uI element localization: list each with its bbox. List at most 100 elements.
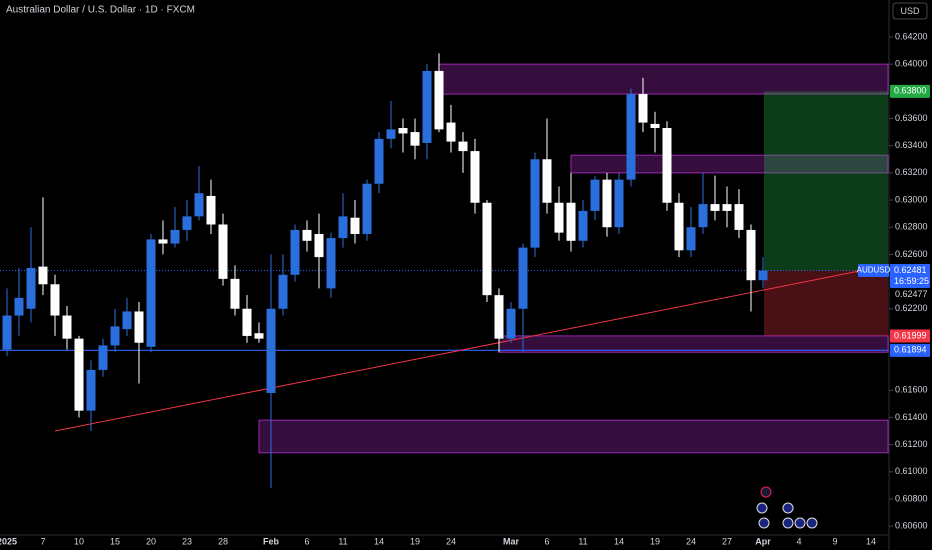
zone bbox=[570, 154, 889, 174]
symbol-tag bbox=[858, 264, 889, 278]
candle-body bbox=[170, 229, 180, 244]
event-icon[interactable] bbox=[782, 502, 794, 514]
candle-body bbox=[638, 94, 648, 123]
candle-body bbox=[50, 284, 60, 316]
candle-body bbox=[542, 159, 552, 203]
x-tick-label: 14 bbox=[374, 536, 384, 546]
price-label-box bbox=[890, 329, 930, 343]
y-tick-label: 0.61200 bbox=[895, 439, 928, 449]
candle-body bbox=[458, 141, 468, 152]
currency-button[interactable] bbox=[892, 2, 928, 20]
price-label: 0.61894 bbox=[894, 345, 927, 355]
x-tick-label: 19 bbox=[410, 536, 420, 546]
x-tick-label: 15 bbox=[110, 536, 120, 546]
price-label: 0.63800 bbox=[894, 86, 927, 96]
y-tick-label: 0.63000 bbox=[895, 194, 928, 204]
event-icon[interactable] bbox=[806, 517, 818, 529]
x-tick-label: Mar bbox=[503, 536, 520, 546]
candle-body bbox=[350, 217, 360, 235]
candle-body bbox=[374, 138, 384, 184]
position-loss bbox=[764, 270, 888, 337]
candle-body bbox=[86, 369, 96, 411]
y-tick-label: 0.62600 bbox=[895, 249, 928, 259]
x-tick-label: 4 bbox=[796, 536, 801, 546]
candle-body bbox=[110, 326, 120, 346]
y-tick-label: 0.60600 bbox=[895, 521, 928, 531]
event-icon[interactable] bbox=[760, 486, 772, 498]
price-label-box bbox=[890, 84, 930, 98]
x-tick-label: 6 bbox=[304, 536, 309, 546]
event-icon[interactable] bbox=[794, 517, 806, 529]
candle-body bbox=[326, 238, 336, 289]
candle-body bbox=[710, 204, 720, 211]
plot-area bbox=[0, 53, 889, 489]
candle-body bbox=[14, 297, 24, 316]
candle-body bbox=[674, 202, 684, 251]
candle-body bbox=[182, 216, 192, 230]
last-price-box bbox=[890, 264, 930, 289]
x-tick-label: 9 bbox=[832, 536, 837, 546]
candle-body bbox=[314, 234, 324, 258]
x-tick-label: 10 bbox=[74, 536, 84, 546]
y-tick-label: 0.61600 bbox=[895, 385, 928, 395]
candle-body bbox=[26, 267, 36, 309]
candle-body bbox=[614, 179, 624, 228]
candle-body bbox=[734, 204, 744, 230]
chart-title: Australian Dollar / U.S. Dollar · 1D · F… bbox=[6, 5, 195, 16]
candle-body bbox=[38, 266, 48, 285]
y-tick-label: 0.63400 bbox=[895, 140, 928, 150]
candle-body bbox=[158, 239, 168, 244]
candle-body bbox=[566, 202, 576, 241]
candle-body bbox=[266, 308, 276, 393]
y-tick-label: 0.63200 bbox=[895, 167, 928, 177]
event-icon[interactable] bbox=[782, 517, 794, 529]
candle-body bbox=[134, 311, 144, 343]
x-tick-label: 19 bbox=[650, 536, 660, 546]
candle-body bbox=[74, 338, 84, 411]
x-tick-label: 11 bbox=[338, 536, 347, 546]
candle-body bbox=[422, 70, 432, 143]
candle-body bbox=[206, 195, 216, 225]
candle-body bbox=[746, 229, 756, 281]
candle-body bbox=[302, 229, 312, 241]
candle-body bbox=[662, 128, 672, 203]
candle-body bbox=[758, 270, 768, 281]
candle-body bbox=[686, 227, 696, 251]
candle-body bbox=[98, 345, 108, 370]
y-tick-label: 0.61400 bbox=[895, 412, 928, 422]
zone bbox=[438, 63, 889, 95]
candle-body bbox=[506, 308, 516, 339]
x-tick-label: 27 bbox=[722, 536, 732, 546]
event-icon[interactable] bbox=[758, 517, 770, 529]
candle-body bbox=[698, 204, 708, 228]
x-tick-label: 11 bbox=[578, 536, 587, 546]
position-profit bbox=[764, 91, 888, 271]
candle-body bbox=[578, 210, 588, 241]
candle-body bbox=[338, 216, 348, 239]
x-tick-label: 7 bbox=[40, 536, 45, 546]
price-label-box bbox=[890, 343, 930, 357]
y-tick-label: 0.63600 bbox=[895, 113, 928, 123]
candle-body bbox=[626, 94, 636, 180]
event-icons bbox=[756, 486, 818, 529]
event-icon[interactable] bbox=[756, 502, 768, 514]
candle-body bbox=[410, 132, 420, 146]
x-tick-label: 14 bbox=[866, 536, 876, 546]
trend-line bbox=[54, 264, 889, 432]
candle-body bbox=[482, 202, 492, 296]
y-tick-label: 0.62800 bbox=[895, 222, 928, 232]
candle-body bbox=[62, 315, 72, 339]
candle-body bbox=[230, 278, 240, 309]
candle-body bbox=[470, 151, 480, 203]
symbol-label: AUDUSD bbox=[857, 266, 891, 275]
x-tick-label: 23 bbox=[182, 536, 192, 546]
candle-body bbox=[386, 129, 396, 139]
currency-label[interactable]: USD bbox=[900, 6, 920, 16]
candle-body bbox=[722, 204, 732, 211]
x-tick-label: 2025 bbox=[0, 536, 17, 546]
bid-label: 0.62477 bbox=[895, 289, 928, 299]
candle-body bbox=[278, 274, 288, 309]
y-tick-label: 0.64200 bbox=[895, 31, 928, 41]
candle-body bbox=[590, 179, 600, 211]
